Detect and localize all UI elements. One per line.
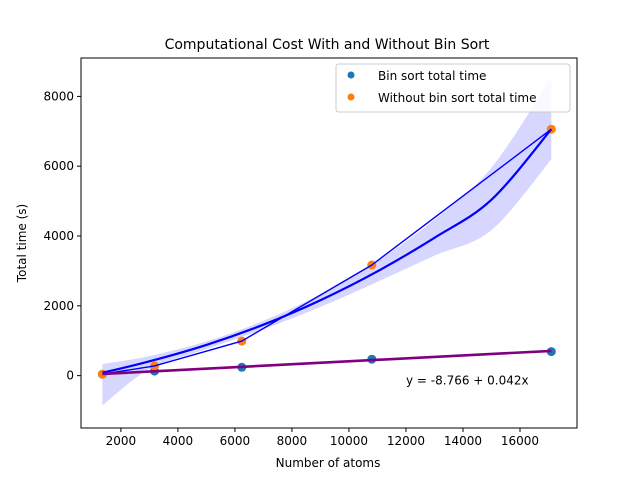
- plot-area: [97, 77, 556, 406]
- legend-label-without-bin-sort: Without bin sort total time: [378, 91, 537, 105]
- quadratic-fit-confidence-band: [102, 77, 552, 406]
- plot-frame: [80, 57, 578, 429]
- x-axis: 2000 4000 6000 8000 10000 12000 14000 16000: [106, 428, 539, 448]
- y-tick-label: 4000: [43, 229, 74, 243]
- y-axis-label: Total time (s): [15, 204, 29, 283]
- x-tick-label: 14000: [444, 434, 482, 448]
- y-tick-label: 8000: [43, 89, 74, 103]
- x-tick-label: 4000: [163, 434, 194, 448]
- quadratic-fit-line: [102, 128, 553, 374]
- legend-marker-without-bin-sort: [347, 93, 355, 101]
- x-tick-label: 6000: [220, 434, 251, 448]
- x-axis-label: Number of atoms: [276, 456, 381, 470]
- data-connector-line: [102, 128, 552, 375]
- y-tick-label: 2000: [43, 299, 74, 313]
- x-tick-label: 12000: [387, 434, 425, 448]
- chart-title: Computational Cost With and Without Bin …: [165, 37, 490, 53]
- y-tick-label: 6000: [43, 159, 74, 173]
- legend-marker-bin-sort: [347, 71, 355, 79]
- y-axis: 0 2000 4000 6000 8000: [43, 89, 81, 383]
- x-tick-label: 8000: [277, 434, 308, 448]
- linear-fit-line: [102, 349, 552, 376]
- x-tick-label: 2000: [106, 434, 137, 448]
- y-tick-label: 0: [66, 369, 74, 383]
- x-tick-label: 10000: [330, 434, 368, 448]
- legend-box: [335, 63, 571, 113]
- legend-label-bin-sort: Bin sort total time: [378, 69, 486, 83]
- fit-equation-annotation: y = -8.766 + 0.042x: [406, 374, 529, 388]
- legend: Bin sort total time Without bin sort tot…: [335, 63, 571, 113]
- x-tick-label: 16000: [501, 434, 539, 448]
